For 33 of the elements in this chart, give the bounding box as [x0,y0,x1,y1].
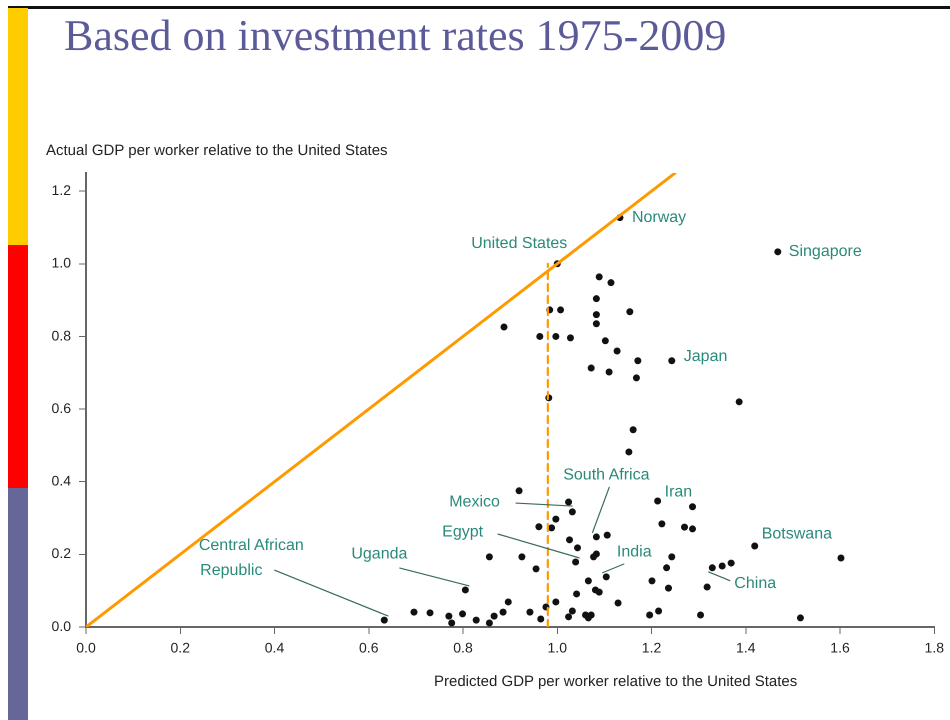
y-tick-label: 1.0 [52,254,72,271]
annotation: Norway [632,209,686,226]
annotation: Japan [684,348,728,366]
y-tick-label: 0.2 [52,545,72,562]
x-tick-label: 1.6 [830,639,850,656]
x-tick-label: 0.6 [359,639,379,656]
x-tick-label: 0.4 [264,639,284,656]
x-tick-label: 1.0 [548,639,568,656]
annotation: Uganda [351,545,408,562]
y-tick-label: 1.2 [52,182,72,198]
y-axis-title: Actual GDP per worker relative to the United States [46,142,388,159]
annotation: Central African Republic [198,537,304,580]
x-tick-label: 0.2 [170,639,190,656]
chart-title: Based on investment rates 1975-2009 [64,10,726,61]
x-tick-label: 1.4 [736,639,756,656]
annotation: Singapore [788,243,862,260]
x-tick-label: 1.8 [924,639,944,656]
annotation: Mexico [449,493,500,510]
annotation: Botswana [762,525,832,542]
x-tick-label: 0.8 [453,639,473,656]
y-tick-label: 0.0 [52,618,72,634]
x-axis-title: Predicted GDP per worker relative to the United States [434,673,798,690]
annotation: China [734,575,776,592]
annotation: India [616,543,652,560]
y-tick-label: 0.6 [52,400,72,416]
annotation: Egypt [442,523,484,540]
annotation: South Africa [563,466,650,484]
annotation: United States [471,235,568,252]
x-tick-label: 0.0 [76,639,96,656]
y-tick-label: 0.8 [52,327,72,344]
y-tick-label: 0.4 [52,472,72,489]
x-tick-label: 1.2 [642,639,662,656]
annotation: Iran [664,483,692,500]
